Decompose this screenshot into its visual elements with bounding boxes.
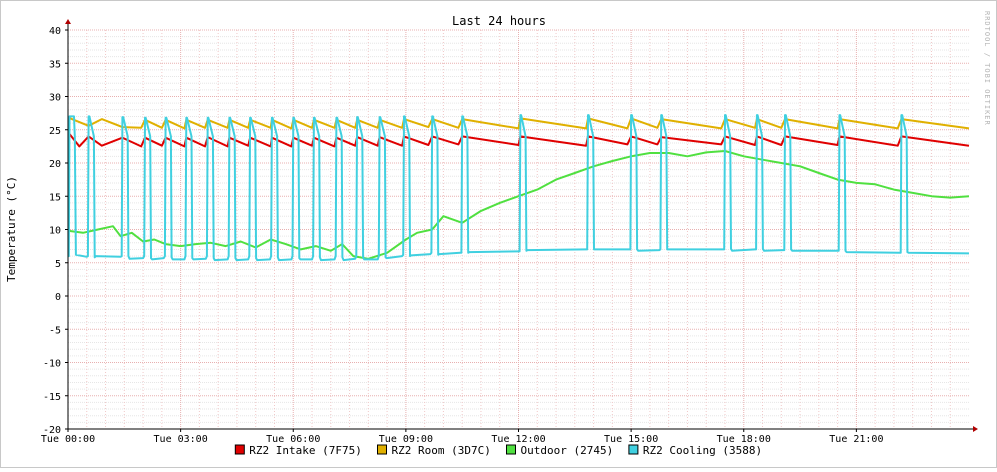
legend: RZ2 Intake (7F75) RZ2 Room (3D7C) Outdoor … — [234, 444, 762, 457]
watermark-text: RRDTOOL / TOBI OETIKER — [983, 11, 991, 126]
legend-label: RZ2 Intake (7F75) — [249, 444, 362, 457]
legend-swatch — [377, 444, 387, 455]
x-axis-arrow — [973, 426, 978, 432]
y-tick-label: 5 — [55, 259, 61, 270]
legend-item: RZ2 Intake (7F75) — [234, 444, 362, 457]
y-tick-label: -20 — [43, 425, 61, 436]
y-tick-label: 35 — [49, 59, 61, 70]
x-tick-label: Tue 12:00 — [491, 434, 545, 445]
y-tick-label: 15 — [49, 192, 61, 203]
y-tick-label: 20 — [49, 159, 61, 170]
series-line-3 — [67, 150, 970, 260]
y-tick-label: 40 — [49, 26, 61, 37]
legend-item: RZ2 Cooling (3588) — [628, 444, 762, 457]
legend-swatch — [234, 444, 245, 455]
x-tick-label: Tue 15:00 — [604, 434, 658, 445]
x-tick-label: Tue 18:00 — [717, 434, 771, 445]
legend-label: RZ2 Room (3D7C) — [392, 444, 491, 457]
y-tick-label: 0 — [55, 292, 61, 303]
legend-label: RZ2 Cooling (3588) — [643, 444, 762, 457]
x-tick-label: Tue 21:00 — [829, 434, 883, 445]
x-tick-label: Tue 03:00 — [154, 434, 208, 445]
legend-item: Outdoor (2745) — [506, 444, 614, 457]
chart-title: Last 24 hours — [452, 14, 546, 28]
x-tick-label: Tue 09:00 — [379, 434, 433, 445]
series-line-4 — [67, 114, 970, 262]
x-tick-label: Tue 00:00 — [41, 434, 95, 445]
legend-swatch — [628, 444, 639, 455]
y-tick-label: -15 — [43, 392, 61, 403]
y-axis-arrow — [65, 19, 71, 24]
y-tick-label: 30 — [49, 93, 61, 104]
legend-swatch — [506, 444, 516, 455]
y-tick-label: 25 — [49, 126, 61, 137]
y-axis-label: Temperature (°C) — [5, 176, 18, 282]
y-tick-label: 10 — [49, 226, 61, 237]
legend-item: RZ2 Room (3D7C) — [377, 444, 491, 457]
legend-label: Outdoor (2745) — [521, 444, 614, 457]
y-tick-label: -5 — [49, 325, 61, 336]
y-tick-label: -10 — [43, 359, 61, 370]
x-tick-label: Tue 06:00 — [266, 434, 320, 445]
